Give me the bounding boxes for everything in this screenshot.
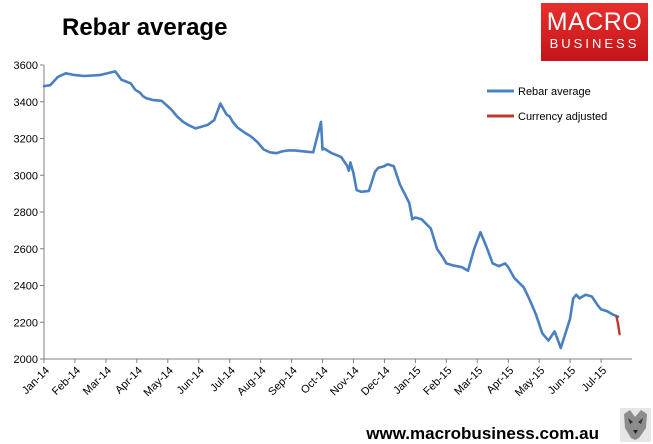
x-tick-label: Feb-15: [421, 365, 454, 398]
x-tick-label: Jul-14: [208, 365, 238, 395]
x-tick-label: Jan-14: [20, 365, 52, 397]
x-tick-label: Dec-14: [359, 365, 393, 399]
x-tick-label: Nov-14: [328, 365, 362, 399]
x-tick-label: May-15: [513, 365, 547, 399]
x-tick-label: Oct-14: [299, 365, 331, 397]
x-tick-label: Jan-15: [391, 365, 423, 397]
wolf-mascot-icon: [620, 408, 651, 442]
x-tick-label: Apr-15: [484, 365, 516, 397]
x-tick-label: Mar-14: [81, 365, 114, 398]
x-tick-label: Aug-14: [235, 365, 269, 399]
y-tick-label: 2000: [14, 354, 38, 366]
legend-label: Rebar average: [518, 86, 591, 98]
x-tick-label: Jun-14: [175, 365, 207, 397]
legend-label: Currency adjusted: [518, 111, 607, 123]
plot-area: 2000 2200 2400 2600 2800 3000 3200 3400 3600 Jan-…: [14, 60, 632, 399]
series-line-currency-adjusted: [615, 315, 621, 336]
website-url[interactable]: www.macrobusiness.com.au: [366, 424, 599, 443]
y-tick-label: 3600: [14, 60, 38, 72]
x-tick-label: Feb-14: [50, 365, 83, 398]
x-tick-label: Mar-15: [452, 365, 485, 398]
y-tick-label: 2800: [14, 207, 38, 219]
chart-title: Rebar average: [62, 14, 228, 41]
y-tick-label: 2200: [14, 317, 38, 329]
series-line-rebar-average: [42, 70, 620, 350]
logo-line-1: MACRO: [546, 8, 643, 36]
y-tick-label: 3000: [14, 170, 38, 182]
macrobusiness-logo[interactable]: MACRO BUSINESS: [541, 3, 648, 61]
y-tick-label: 2600: [14, 244, 38, 256]
x-tick-label: Jun-15: [546, 365, 578, 397]
x-tick-label: Apr-14: [113, 365, 145, 397]
x-tick-label: Jul-15: [579, 365, 609, 395]
x-tick-label: May-14: [141, 365, 175, 399]
y-tick-label: 2400: [14, 281, 38, 293]
x-tick-label: Sep-14: [266, 365, 300, 399]
logo-line-2: BUSINESS: [549, 36, 640, 51]
y-tick-label: 3200: [14, 134, 38, 146]
y-tick-label: 3400: [14, 97, 38, 109]
